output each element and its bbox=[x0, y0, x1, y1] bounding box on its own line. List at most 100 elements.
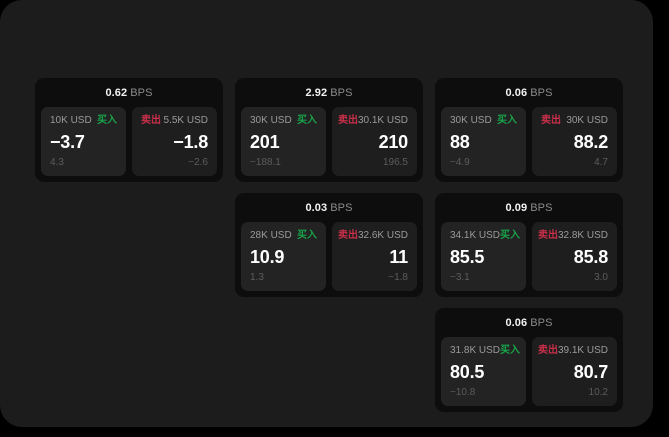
sell-action-label: 卖出 bbox=[537, 230, 558, 241]
sell-action-label: 卖出 bbox=[337, 115, 358, 126]
buy-action-label: 买入 bbox=[297, 230, 317, 241]
buy-size-label: 10K USD bbox=[50, 115, 92, 126]
card-body: 30K USD 买入 201 −188.1 30.1K USD 卖出 210 1… bbox=[241, 107, 417, 176]
buy-panel[interactable]: 34.1K USD 买入 85.5 −3.1 bbox=[441, 222, 526, 291]
sell-action-label: 卖出 bbox=[537, 345, 558, 356]
sell-panel-header: 32.6K USD 卖出 bbox=[337, 230, 408, 242]
buy-panel-header: 34.1K USD 买入 bbox=[450, 230, 521, 242]
sell-delta: 196.5 bbox=[382, 157, 408, 168]
buy-delta: 1.3 bbox=[250, 272, 264, 283]
sell-panel[interactable]: 30K USD 卖出 88.2 4.7 bbox=[532, 107, 617, 176]
card-body: 30K USD 买入 88 −4.9 30K USD 卖出 88.2 4.7 bbox=[441, 107, 617, 176]
sell-panel-header: 32.8K USD 卖出 bbox=[537, 230, 608, 242]
buy-price: 201 bbox=[250, 132, 280, 152]
sell-price: 210 bbox=[378, 132, 409, 152]
card-header: 0.03 BPS bbox=[241, 199, 417, 222]
buy-action-label: 买入 bbox=[500, 230, 521, 241]
card-column-2: 2.92 BPS 30K USD 买入 201 −188.1 30.1K USD bbox=[235, 78, 423, 297]
sell-delta: 4.7 bbox=[594, 157, 608, 168]
buy-size-label: 30K USD bbox=[450, 115, 492, 126]
bps-unit: BPS bbox=[330, 202, 353, 214]
buy-panel-header: 31.8K USD 买入 bbox=[450, 345, 521, 357]
card-header: 2.92 BPS bbox=[241, 84, 417, 107]
bps-value: 0.06 bbox=[505, 87, 528, 99]
buy-panel[interactable]: 10K USD 买入 −3.7 4.3 bbox=[41, 107, 126, 176]
card-body: 10K USD 买入 −3.7 4.3 5.5K USD 卖出 −1.8 −2.… bbox=[41, 107, 217, 176]
card-column-1: 0.62 BPS 10K USD 买入 −3.7 4.3 5.5K USD bbox=[35, 78, 223, 182]
quote-card[interactable]: 2.92 BPS 30K USD 买入 201 −188.1 30.1K USD bbox=[235, 78, 423, 182]
bps-unit: BPS bbox=[330, 87, 353, 99]
bps-value: 0.06 bbox=[505, 317, 528, 329]
sell-size-label: 32.6K USD bbox=[357, 230, 408, 241]
card-header: 0.06 BPS bbox=[441, 84, 617, 107]
buy-price: 88 bbox=[450, 132, 470, 152]
bps-value: 0.09 bbox=[505, 202, 528, 214]
buy-size-label: 28K USD bbox=[250, 230, 292, 241]
bps-unit: BPS bbox=[130, 87, 153, 99]
sell-price: 11 bbox=[389, 247, 408, 267]
sell-panel[interactable]: 5.5K USD 卖出 −1.8 −2.6 bbox=[132, 107, 217, 176]
sell-panel[interactable]: 39.1K USD 卖出 80.7 10.2 bbox=[532, 337, 617, 406]
card-body: 31.8K USD 买入 80.5 −10.8 39.1K USD 卖出 80.… bbox=[441, 337, 617, 406]
card-column-3: 0.06 BPS 30K USD 买入 88 −4.9 30K USD bbox=[435, 78, 623, 412]
sell-price: 88.2 bbox=[573, 132, 608, 152]
bps-unit: BPS bbox=[530, 317, 553, 329]
sell-price: −1.8 bbox=[173, 132, 208, 152]
buy-action-label: 买入 bbox=[97, 115, 117, 126]
quote-card[interactable]: 0.06 BPS 31.8K USD 买入 80.5 −10.8 39.1K US… bbox=[435, 308, 623, 412]
bps-unit: BPS bbox=[530, 87, 553, 99]
buy-action-label: 买入 bbox=[497, 115, 517, 126]
buy-panel[interactable]: 30K USD 买入 201 −188.1 bbox=[241, 107, 326, 176]
sell-action-label: 卖出 bbox=[337, 230, 358, 241]
sell-size-label: 32.8K USD bbox=[557, 230, 608, 241]
quote-card[interactable]: 0.06 BPS 30K USD 买入 88 −4.9 30K USD bbox=[435, 78, 623, 182]
buy-delta: −10.8 bbox=[450, 387, 476, 398]
sell-delta: 3.0 bbox=[594, 272, 608, 283]
sell-delta: −2.6 bbox=[188, 157, 208, 168]
buy-panel-header: 10K USD 买入 bbox=[50, 115, 117, 127]
sell-size-label: 30K USD bbox=[566, 115, 608, 126]
bps-unit: BPS bbox=[530, 202, 553, 214]
buy-price: 85.5 bbox=[450, 247, 485, 267]
sell-action-label: 卖出 bbox=[141, 115, 161, 126]
sell-panel[interactable]: 32.6K USD 卖出 11 −1.8 bbox=[332, 222, 417, 291]
sell-panel[interactable]: 32.8K USD 卖出 85.8 3.0 bbox=[532, 222, 617, 291]
card-header: 0.62 BPS bbox=[41, 84, 217, 107]
buy-delta: 4.3 bbox=[50, 157, 64, 168]
buy-delta: −4.9 bbox=[450, 157, 470, 168]
buy-panel[interactable]: 28K USD 买入 10.9 1.3 bbox=[241, 222, 326, 291]
card-body: 34.1K USD 买入 85.5 −3.1 32.8K USD 卖出 85.8… bbox=[441, 222, 617, 291]
bps-value: 0.62 bbox=[105, 87, 128, 99]
sell-delta: 10.2 bbox=[588, 387, 608, 398]
buy-price: −3.7 bbox=[50, 132, 85, 152]
buy-size-label: 34.1K USD bbox=[450, 230, 501, 241]
buy-delta: −3.1 bbox=[450, 272, 470, 283]
sell-price: 85.8 bbox=[573, 247, 608, 267]
sell-size-label: 30.1K USD bbox=[357, 115, 408, 126]
sell-delta: −1.8 bbox=[388, 272, 408, 283]
quote-card[interactable]: 0.62 BPS 10K USD 买入 −3.7 4.3 5.5K USD bbox=[35, 78, 223, 182]
sell-size-label: 39.1K USD bbox=[557, 345, 608, 356]
sell-size-label: 5.5K USD bbox=[163, 115, 208, 126]
quote-card-grid: 0.62 BPS 10K USD 买入 −3.7 4.3 5.5K USD bbox=[35, 78, 635, 412]
buy-panel[interactable]: 30K USD 买入 88 −4.9 bbox=[441, 107, 526, 176]
buy-price: 10.9 bbox=[250, 247, 285, 267]
sell-panel[interactable]: 30.1K USD 卖出 210 196.5 bbox=[332, 107, 417, 176]
card-header: 0.06 BPS bbox=[441, 314, 617, 337]
sell-action-label: 卖出 bbox=[541, 115, 561, 126]
sell-panel-header: 39.1K USD 卖出 bbox=[537, 345, 608, 357]
sell-price: 80.7 bbox=[573, 362, 608, 382]
card-header: 0.09 BPS bbox=[441, 199, 617, 222]
buy-panel[interactable]: 31.8K USD 买入 80.5 −10.8 bbox=[441, 337, 526, 406]
quote-card[interactable]: 0.03 BPS 28K USD 买入 10.9 1.3 32.6K USD bbox=[235, 193, 423, 297]
buy-panel-header: 28K USD 买入 bbox=[250, 230, 317, 242]
buy-panel-header: 30K USD 买入 bbox=[250, 115, 317, 127]
buy-price: 80.5 bbox=[450, 362, 485, 382]
sell-panel-header: 5.5K USD 卖出 bbox=[141, 115, 208, 127]
buy-delta: −188.1 bbox=[250, 157, 281, 168]
buy-action-label: 买入 bbox=[500, 345, 521, 356]
quote-card[interactable]: 0.09 BPS 34.1K USD 买入 85.5 −3.1 32.8K USD bbox=[435, 193, 623, 297]
buy-size-label: 30K USD bbox=[250, 115, 292, 126]
buy-panel-header: 30K USD 买入 bbox=[450, 115, 517, 127]
bps-value: 2.92 bbox=[305, 87, 328, 99]
